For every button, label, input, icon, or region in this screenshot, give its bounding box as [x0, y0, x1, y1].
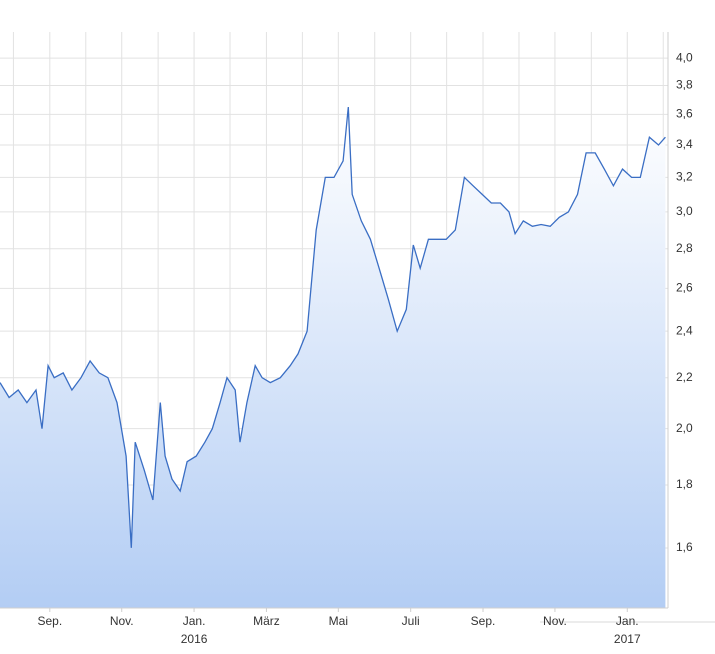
y-tick-label: 2,6: [676, 281, 693, 295]
x-tick-label: Nov.: [110, 614, 134, 628]
x-tick-label: Jan.: [183, 614, 206, 628]
y-tick-label: 2,4: [676, 323, 693, 337]
area: [0, 107, 666, 608]
x-tick-label: März: [253, 614, 280, 628]
y-tick-label: 2,2: [676, 370, 693, 384]
y-tick-label: 2,8: [676, 241, 693, 255]
x-tick-label: Jan.: [616, 614, 639, 628]
line: [0, 106, 666, 548]
y-tick-label: 3,2: [676, 170, 693, 184]
y-tick-label: 2,0: [676, 421, 693, 435]
x-tick-year: 2017: [614, 632, 641, 646]
x-tick-label: Sep.: [37, 614, 62, 628]
y-tick-label: 3,8: [676, 78, 693, 92]
y-tick-label: 3,0: [676, 204, 693, 218]
x-tick-label: Juli: [402, 614, 420, 628]
y-tick-label: 3,4: [676, 137, 693, 151]
y-tick-label: 1,8: [676, 477, 693, 491]
y-tick-label: 3,6: [676, 107, 693, 121]
x-tick-label: Mai: [329, 614, 348, 628]
x-tick-year: 2016: [181, 632, 208, 646]
x-tick-label: Sep.: [471, 614, 496, 628]
x-tick-label: Nov.: [543, 614, 567, 628]
y-tick-label: 4,0: [676, 50, 693, 64]
y-tick-label: 1,6: [676, 540, 693, 554]
